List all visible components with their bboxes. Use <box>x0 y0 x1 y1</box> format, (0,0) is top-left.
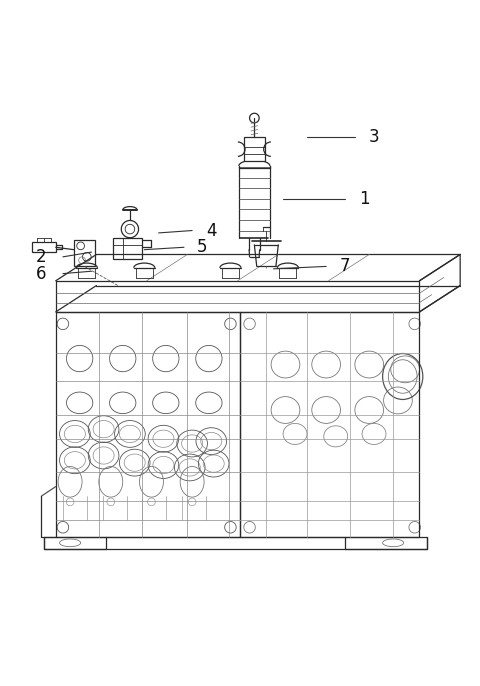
Text: 1: 1 <box>359 191 370 209</box>
Polygon shape <box>243 137 265 161</box>
Text: 3: 3 <box>369 128 379 146</box>
Text: 4: 4 <box>206 222 216 239</box>
Text: 2: 2 <box>36 248 47 266</box>
Text: 6: 6 <box>36 265 47 283</box>
Polygon shape <box>44 537 427 549</box>
Polygon shape <box>32 242 56 252</box>
Text: 5: 5 <box>196 238 207 257</box>
Text: 7: 7 <box>340 257 350 275</box>
